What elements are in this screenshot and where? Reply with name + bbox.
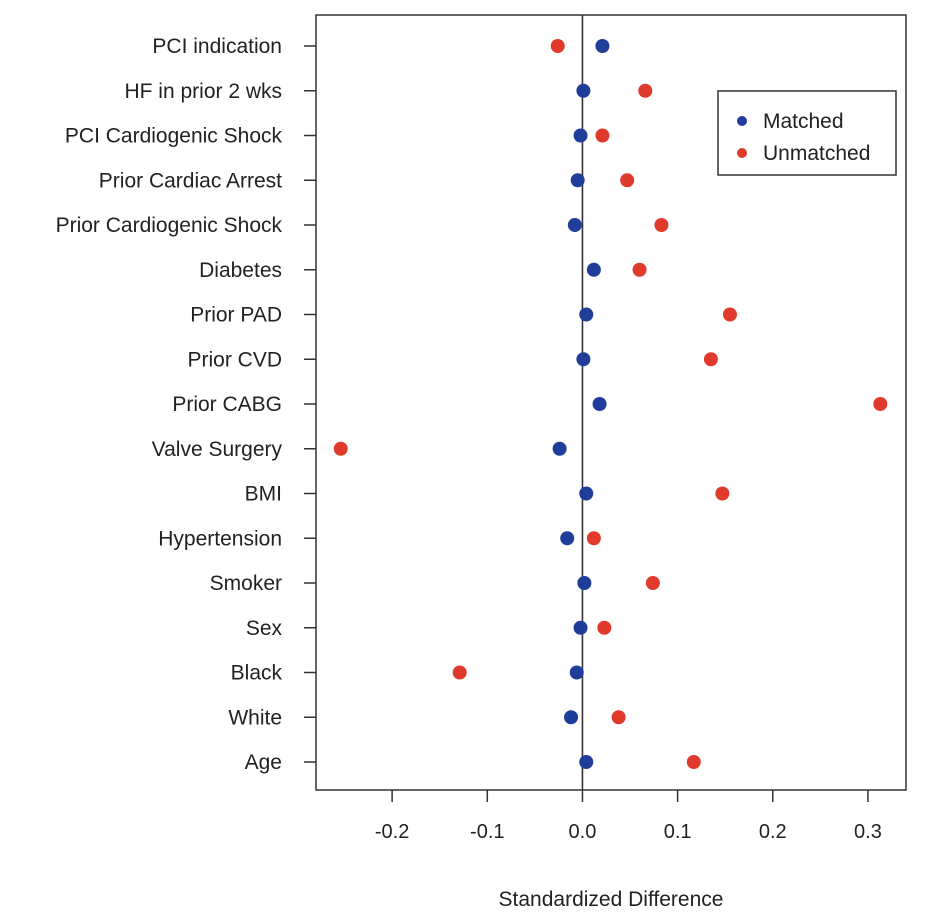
category-label: Valve Surgery: [152, 438, 283, 461]
x-axis: -0.2 -0.1 0.0 0.1 0.2 0.3: [375, 790, 882, 843]
category-label: Prior Cardiac Arrest: [99, 169, 282, 192]
unmatched-point: [654, 218, 669, 232]
matched-point: [577, 576, 592, 590]
data-points: [333, 39, 888, 769]
unmatched-point: [645, 576, 660, 590]
category-label: White: [228, 706, 282, 729]
matched-point: [552, 441, 567, 456]
unmatched-point: [703, 352, 718, 367]
x-tick-label: 0.1: [664, 821, 692, 843]
matched-point: [592, 397, 607, 411]
plot-frame: [315, 14, 907, 791]
unmatched-point: [550, 39, 565, 53]
category-label: Age: [245, 751, 282, 774]
unmatched-point: [722, 307, 737, 322]
matched-point: [573, 620, 588, 635]
unmatched-point: [452, 665, 467, 680]
unmatched-point: [686, 755, 701, 769]
matched-point: [576, 83, 591, 98]
unmatched-point: [620, 173, 635, 188]
category-label: Black: [231, 662, 283, 685]
matched-point: [564, 710, 579, 725]
matched-point: [579, 307, 594, 322]
unmatched-point: [597, 620, 612, 635]
unmatched-point: [586, 531, 601, 546]
legend-marker: [737, 116, 747, 126]
x-axis-title: Standardized Difference: [499, 888, 724, 911]
unmatched-point: [333, 441, 348, 456]
category-label: Hypertension: [158, 527, 282, 550]
category-label: Sex: [246, 617, 283, 640]
matched-point: [595, 39, 610, 53]
category-label: PCI indication: [152, 35, 282, 58]
matched-point: [573, 128, 588, 143]
category-label: Smoker: [210, 572, 282, 595]
category-label: Prior PAD: [190, 304, 282, 327]
unmatched-point: [632, 262, 647, 277]
unmatched-point: [595, 128, 610, 143]
matched-point: [576, 352, 591, 367]
y-axis: PCI indication HF in prior 2 wks PCI Cardi…: [56, 35, 316, 774]
legend-marker: [737, 148, 747, 158]
matched-point: [579, 486, 594, 501]
x-tick-label: 0.2: [759, 821, 787, 843]
matched-point: [569, 665, 584, 680]
unmatched-point: [611, 710, 626, 725]
category-label: Prior CABG: [172, 393, 282, 416]
unmatched-point: [715, 486, 730, 501]
unmatched-point: [873, 397, 888, 411]
x-tick-label: -0.2: [375, 821, 409, 843]
x-tick-label: -0.1: [470, 821, 504, 843]
x-tick-label: 0.0: [569, 821, 597, 843]
category-label: HF in prior 2 wks: [124, 80, 282, 103]
category-label: Prior Cardiogenic Shock: [56, 214, 283, 237]
legend: Matched Unmatched: [717, 90, 897, 176]
matched-point: [579, 755, 594, 769]
category-label: Diabetes: [199, 259, 282, 282]
matched-point: [586, 262, 601, 277]
category-label: BMI: [245, 483, 282, 506]
matched-point: [570, 173, 585, 188]
category-label: PCI Cardiogenic Shock: [65, 125, 283, 148]
legend-box: [717, 90, 897, 176]
matched-point: [567, 218, 582, 232]
legend-label: Unmatched: [763, 142, 870, 165]
x-tick-label: 0.3: [854, 821, 882, 843]
unmatched-point: [638, 83, 653, 98]
matched-point: [560, 531, 575, 546]
legend-label: Matched: [763, 110, 844, 133]
category-label: Prior CVD: [187, 348, 282, 371]
